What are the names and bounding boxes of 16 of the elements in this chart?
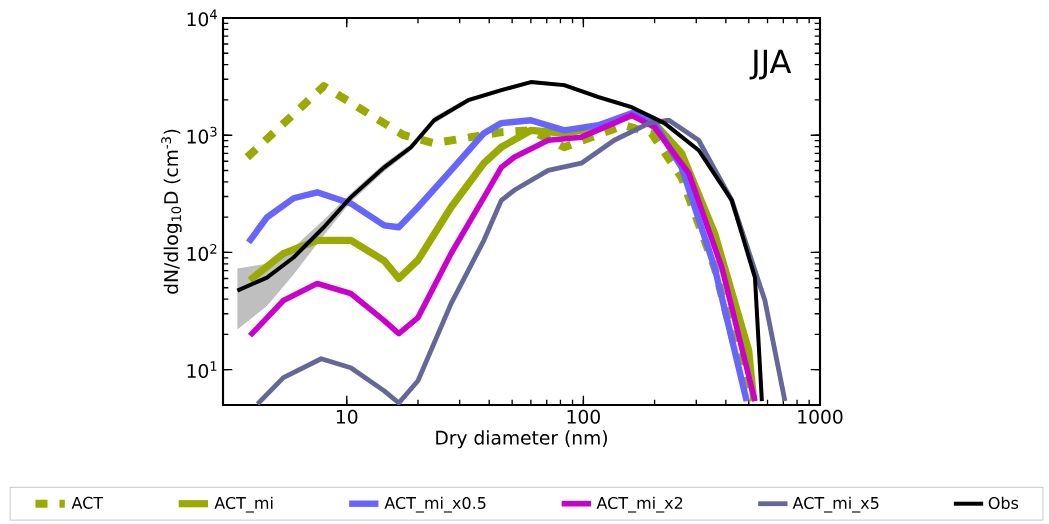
legend-label: ACT_mi_x5 bbox=[792, 496, 879, 513]
x-axis-title: Dry diameter (nm) bbox=[436, 430, 607, 449]
x-tick-label: 10 bbox=[336, 409, 358, 424]
legend-label: ACT_mi_x0.5 bbox=[384, 496, 486, 513]
x-tick-label: 1000 bbox=[798, 409, 843, 424]
y-axis-title: dN/dlog$_{10}$D (cm$^{-3}$) bbox=[161, 129, 182, 294]
annotation: JJA bbox=[749, 49, 792, 80]
x-tick-label: 100 bbox=[567, 409, 600, 424]
legend-label: ACT_mi_x2 bbox=[596, 496, 683, 513]
y-tick-label: 10$^{3}$ bbox=[187, 126, 217, 144]
legend-label: ACT_mi bbox=[214, 496, 273, 513]
y-tick-label: 10$^{4}$ bbox=[187, 9, 217, 27]
y-tick-label: 10$^{1}$ bbox=[187, 361, 217, 379]
legend-label: ACT bbox=[71, 496, 104, 509]
legend-label: Obs bbox=[988, 496, 1019, 510]
y-tick-label: 10$^{2}$ bbox=[187, 243, 217, 261]
